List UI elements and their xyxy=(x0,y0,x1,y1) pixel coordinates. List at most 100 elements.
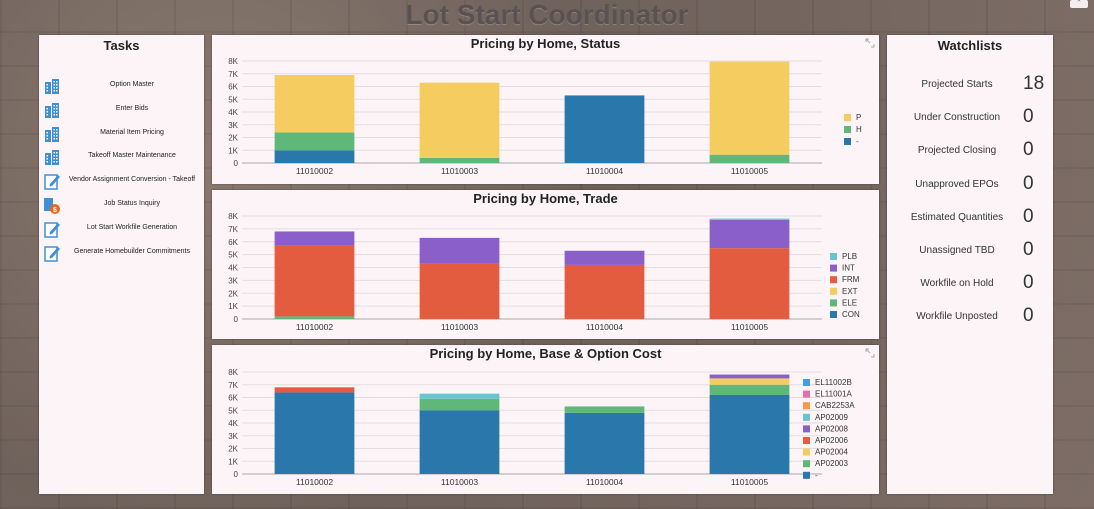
legend-swatch xyxy=(803,390,810,398)
watchlist-count: 0 xyxy=(1023,205,1034,227)
watchlist-item[interactable]: Workfile Unposted 0 xyxy=(887,305,1053,329)
legend-label: P xyxy=(856,113,861,122)
task-item[interactable]: Option Master xyxy=(43,75,201,97)
expand-icon[interactable] xyxy=(865,348,875,358)
y-tick-label: 2K xyxy=(228,134,238,143)
watchlist-label: Unapproved EPOs xyxy=(915,178,999,190)
building-icon xyxy=(43,148,61,166)
x-tick-label: 11010003 xyxy=(441,322,478,332)
watchlist-label: Unassigned TBD xyxy=(919,245,995,256)
legend-swatch xyxy=(803,448,810,456)
watchlist-label: Workfile Unposted xyxy=(916,311,998,323)
x-tick-label: 11010005 xyxy=(731,166,768,176)
y-tick-label: 1K xyxy=(228,457,238,466)
watchlist-count: 0 xyxy=(1023,272,1034,294)
task-item[interactable]: $ Job Status Inquiry xyxy=(43,194,201,216)
y-tick-label: 5K xyxy=(228,406,238,415)
watchlist-item[interactable]: Projected Closing 0 xyxy=(887,139,1053,163)
edit-form-icon xyxy=(43,172,61,190)
chart-title: Pricing by Home, Trade xyxy=(473,191,618,206)
watchlists-title: Watchlists xyxy=(937,38,1003,53)
legend-label: AP02008 xyxy=(815,424,848,433)
page-title: Lot Start Coordinator xyxy=(405,0,689,30)
watchlist-item[interactable]: Workfile on Hold 0 xyxy=(887,272,1053,296)
legend-label: AP02009 xyxy=(815,413,848,422)
bar-segment xyxy=(709,154,790,163)
task-item[interactable]: Material Item Pricing xyxy=(43,123,201,145)
tasks-panel: Tasks Option Master Enter Bids Material It… xyxy=(39,35,204,494)
bar-segment xyxy=(709,384,790,395)
x-tick-label: 11010004 xyxy=(586,477,623,487)
legend-label: EL11001A xyxy=(815,390,852,399)
legend-swatch xyxy=(844,138,851,145)
bar-segment xyxy=(709,394,790,474)
legend-swatch xyxy=(803,402,810,410)
legend-label: - xyxy=(815,471,818,480)
y-tick-label: 1K xyxy=(228,146,238,155)
task-item[interactable]: Lot Start Workfile Generation xyxy=(43,218,201,240)
y-tick-label: 8K xyxy=(228,212,238,221)
task-label: Job Status Inquiry xyxy=(103,200,161,207)
window-control-icon[interactable]: ⌃ xyxy=(1070,0,1088,8)
legend-label: AP02006 xyxy=(815,436,848,445)
watchlist-count: 18 xyxy=(1023,73,1045,94)
task-label: Takeoff Master Maintenance xyxy=(88,152,176,160)
task-label: Enter Bids xyxy=(115,104,149,112)
bar-segment xyxy=(419,410,500,474)
task-item[interactable]: Vendor Assignment Conversion - Takeoff xyxy=(43,170,201,192)
watchlist-item[interactable]: Unassigned TBD 0 xyxy=(887,239,1053,263)
y-tick-label: 7K xyxy=(228,225,238,234)
legend-swatch xyxy=(830,253,837,260)
bar-segment xyxy=(564,406,645,413)
watchlist-count: 0 xyxy=(1023,172,1034,194)
watchlist-label: Estimated Quantities xyxy=(910,211,1004,223)
y-tick-label: 4K xyxy=(228,419,238,428)
legend-swatch xyxy=(803,437,810,444)
x-tick-label: 11010005 xyxy=(731,322,768,332)
legend-swatch xyxy=(803,379,810,386)
legend-swatch xyxy=(803,471,810,479)
watchlist-count: 0 xyxy=(1023,305,1034,327)
task-item[interactable]: Generate Homebuilder Commitments xyxy=(43,242,201,264)
x-tick-label: 11010003 xyxy=(441,477,478,487)
bar-segment xyxy=(564,95,645,163)
expand-icon[interactable] xyxy=(865,38,875,48)
building-icon xyxy=(43,125,61,143)
legend-label: AP02004 xyxy=(815,448,848,457)
legend-label: ELE xyxy=(842,298,857,307)
legend-swatch xyxy=(830,287,837,295)
watchlist-item[interactable]: Estimated Quantities 0 xyxy=(887,206,1053,230)
y-tick-label: 3K xyxy=(228,432,238,441)
bar-segment xyxy=(274,150,355,163)
legend-label: EL11002B xyxy=(815,378,852,387)
watchlist-count: 0 xyxy=(1023,239,1034,260)
watchlist-item[interactable]: Projected Starts 18 xyxy=(887,73,1053,97)
chart-status: 0 1K 2K 3K 4K 5K 6K 7K 8K 11010002 11010003 1101000… xyxy=(228,57,862,176)
task-item[interactable]: Enter Bids xyxy=(43,99,201,121)
y-tick-label: 6K xyxy=(228,394,238,403)
x-tick-label: 11010005 xyxy=(731,477,768,487)
bar-segment xyxy=(564,264,645,319)
legend-label: EXT xyxy=(842,287,858,296)
y-tick-label: 6K xyxy=(228,238,238,247)
bar-segment xyxy=(709,374,790,379)
x-tick-label: 11010002 xyxy=(296,477,333,487)
legend-swatch xyxy=(844,126,851,133)
y-tick-label: 5K xyxy=(228,95,238,104)
bar-segment xyxy=(709,218,790,220)
bar-segment xyxy=(709,378,790,385)
y-tick-label: 8K xyxy=(228,368,238,377)
y-tick-label: 6K xyxy=(228,83,238,92)
building-icon xyxy=(43,77,61,95)
legend-label: AP02003 xyxy=(815,459,848,468)
chart-panel-cost: Pricing by Home, Base & Option Cost 0 1K 2… xyxy=(212,345,879,494)
watchlist-item[interactable]: Under Construction 0 xyxy=(887,106,1053,130)
legend-label: INT xyxy=(842,264,855,273)
legend-label: H xyxy=(856,125,862,134)
task-label: Material Item Pricing xyxy=(100,128,164,136)
watchlist-item[interactable]: Unapproved EPOs 0 xyxy=(887,173,1053,197)
watchlist-label: Workfile on Hold xyxy=(920,278,994,290)
bar-segment xyxy=(419,398,500,411)
bar-segment xyxy=(274,387,355,393)
task-item[interactable]: Takeoff Master Maintenance xyxy=(43,146,201,168)
